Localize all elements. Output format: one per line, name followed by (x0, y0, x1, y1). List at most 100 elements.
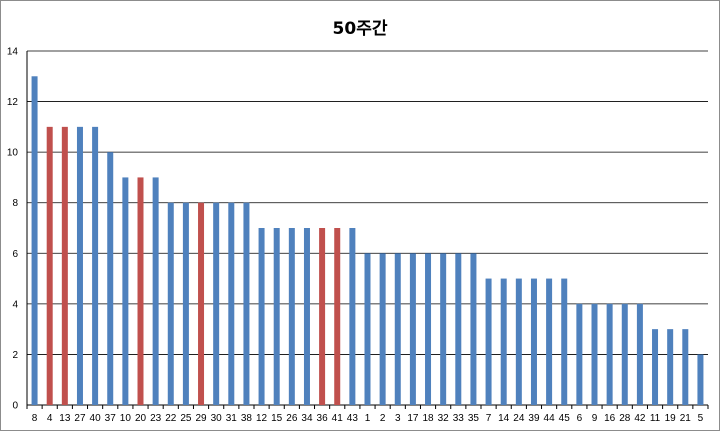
x-tick-label: 25 (180, 413, 192, 424)
x-tick-label: 9 (592, 413, 598, 424)
x-tick-label: 13 (59, 413, 71, 424)
bar (288, 228, 295, 405)
x-tick-label: 40 (90, 413, 102, 424)
bar (576, 303, 583, 405)
bar (92, 126, 99, 405)
x-tick-label: 26 (286, 413, 298, 424)
x-tick-label: 16 (604, 413, 616, 424)
bar (273, 228, 280, 405)
x-tick-label: 45 (559, 413, 571, 424)
x-tick-label: 15 (271, 413, 283, 424)
x-tick-label: 36 (317, 413, 329, 424)
bar (243, 202, 250, 405)
bar (364, 253, 371, 405)
bar (425, 253, 432, 405)
x-tick-label: 7 (486, 413, 492, 424)
bar (621, 303, 628, 405)
x-tick-label: 41 (332, 413, 344, 424)
x-tick-label: 38 (241, 413, 253, 424)
bar (228, 202, 235, 405)
bar (137, 177, 144, 405)
bar (485, 278, 492, 405)
bar (561, 278, 568, 405)
bar (440, 253, 447, 405)
x-tick-label: 21 (680, 413, 692, 424)
chart-title: 50주간 (332, 19, 388, 39)
x-tick-label: 6 (577, 413, 583, 424)
x-tick-label: 27 (74, 413, 86, 424)
bar (455, 253, 462, 405)
bar (652, 329, 659, 405)
x-tick-label: 23 (150, 413, 162, 424)
bar (198, 202, 205, 405)
bar (591, 303, 598, 405)
x-tick-label: 39 (528, 413, 540, 424)
x-tick-label: 34 (301, 413, 313, 424)
x-tick-label: 4 (47, 413, 53, 424)
x-tick-label: 31 (226, 413, 238, 424)
bar (31, 76, 38, 406)
x-tick-label: 44 (544, 413, 556, 424)
x-tick-label: 12 (256, 413, 268, 424)
bar (500, 278, 507, 405)
bar (182, 202, 189, 405)
bar (379, 253, 386, 405)
x-tick-label: 42 (634, 413, 646, 424)
x-tick-label: 1 (365, 413, 371, 424)
bar (606, 303, 613, 405)
bar (213, 202, 220, 405)
x-tick-label: 28 (619, 413, 631, 424)
x-tick-label: 11 (650, 413, 661, 424)
bar (152, 177, 159, 405)
x-tick-label: 10 (120, 413, 132, 424)
bar (46, 126, 53, 405)
x-tick-label: 24 (513, 413, 525, 424)
bar (258, 228, 265, 405)
bar (470, 253, 477, 405)
x-tick-label: 18 (422, 413, 434, 424)
x-tick-label: 22 (165, 413, 177, 424)
bar (303, 228, 310, 405)
bar (409, 253, 416, 405)
bar (682, 329, 689, 405)
x-tick-label: 19 (665, 413, 677, 424)
x-tick-label: 17 (407, 413, 419, 424)
bar (334, 228, 341, 405)
x-tick-label: 3 (395, 413, 401, 424)
x-tick-label: 8 (32, 413, 38, 424)
bar (76, 126, 83, 405)
x-tick-label: 32 (438, 413, 450, 424)
bar (122, 177, 129, 405)
y-tick-label: 12 (7, 97, 19, 108)
bar (667, 329, 674, 405)
bar (697, 354, 704, 405)
bar (107, 152, 114, 405)
y-tick-label: 8 (12, 198, 18, 209)
bar (530, 278, 537, 405)
bar (546, 278, 553, 405)
x-tick-label: 43 (347, 413, 359, 424)
bar (394, 253, 401, 405)
bar (319, 228, 326, 405)
y-tick-label: 14 (7, 47, 19, 58)
x-tick-label: 20 (135, 413, 147, 424)
bar (349, 228, 356, 405)
bar (167, 202, 174, 405)
y-tick-label: 4 (12, 299, 18, 310)
bar (61, 126, 68, 405)
bar (515, 278, 522, 405)
x-tick-label: 30 (211, 413, 223, 424)
x-tick-label: 37 (105, 413, 117, 424)
y-tick-label: 6 (12, 249, 18, 260)
y-tick-label: 0 (12, 401, 18, 412)
x-tick-label: 5 (698, 413, 704, 424)
x-tick-label: 2 (380, 413, 386, 424)
x-tick-label: 29 (195, 413, 207, 424)
bar (636, 303, 643, 405)
x-tick-label: 35 (468, 413, 480, 424)
y-tick-label: 10 (7, 148, 19, 159)
y-tick-label: 2 (12, 350, 18, 361)
x-tick-label: 33 (453, 413, 465, 424)
